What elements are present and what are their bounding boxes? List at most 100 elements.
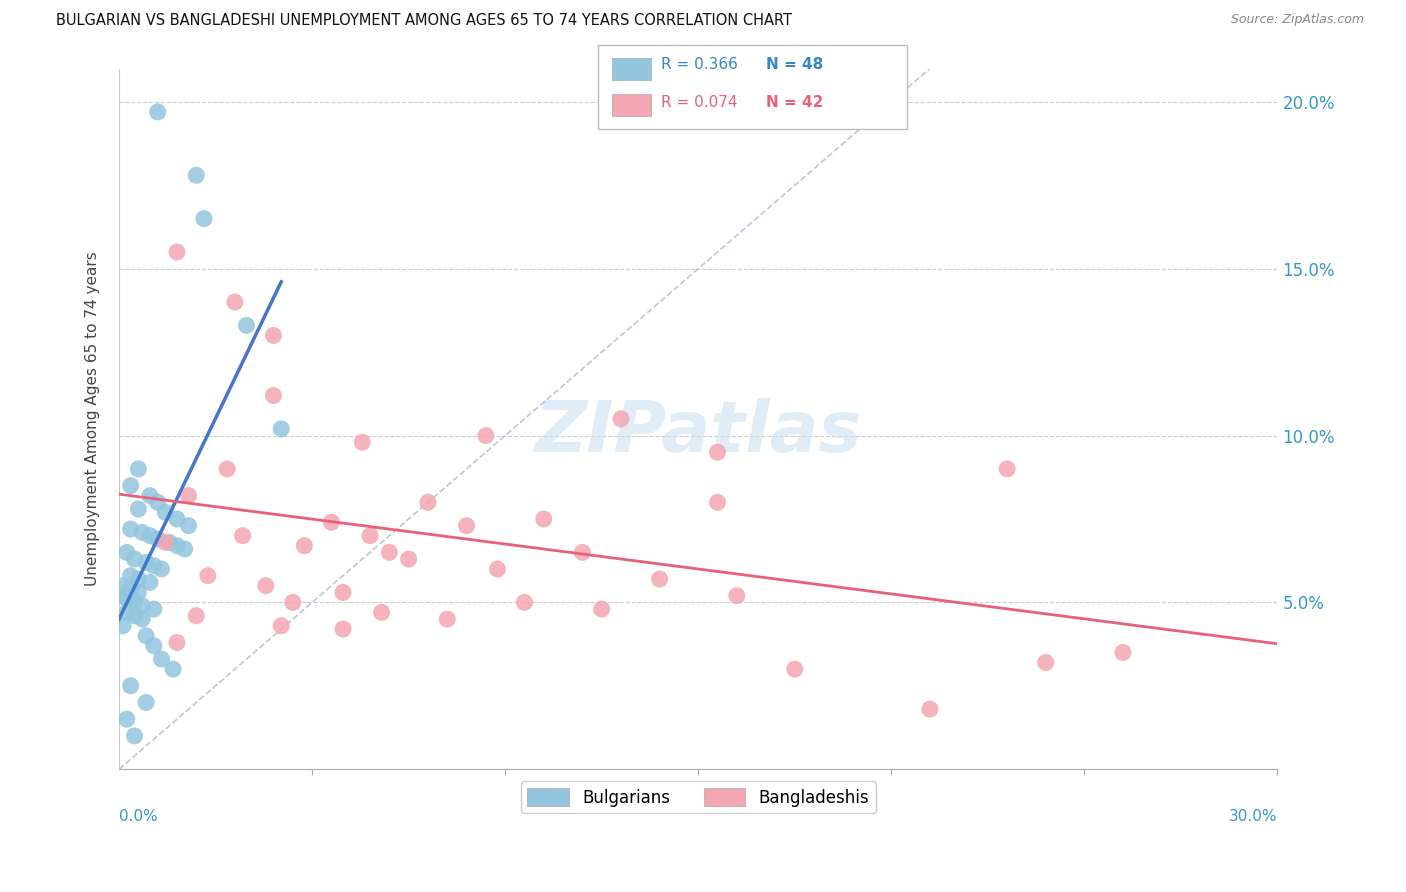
Text: 30.0%: 30.0% [1229, 809, 1278, 824]
Point [124, 608, 146, 623]
Point [263, 388, 285, 402]
Point [292, 539, 315, 553]
Point [131, 612, 153, 626]
Point [139, 575, 162, 590]
Point [995, 462, 1018, 476]
Text: N = 48: N = 48 [766, 57, 824, 71]
Point [127, 585, 149, 599]
Point [111, 579, 134, 593]
Point [177, 518, 200, 533]
Point [398, 552, 420, 566]
Point [120, 522, 142, 536]
Text: Source: ZipAtlas.com: Source: ZipAtlas.com [1230, 13, 1364, 27]
Point [115, 712, 138, 726]
Point [648, 572, 671, 586]
Point [131, 525, 153, 540]
Point [186, 608, 208, 623]
Point [224, 295, 246, 310]
Point [157, 535, 180, 549]
Point [918, 702, 941, 716]
Point [254, 579, 277, 593]
Text: ZIPatlas: ZIPatlas [534, 399, 862, 467]
Point [352, 435, 374, 450]
Point [115, 592, 138, 607]
Point [135, 555, 157, 569]
Point [150, 652, 173, 666]
Point [127, 462, 149, 476]
Point [332, 622, 354, 636]
Point [155, 505, 177, 519]
Point [146, 532, 169, 546]
Point [706, 445, 728, 459]
Point [706, 495, 728, 509]
Point [177, 489, 200, 503]
Point [166, 539, 188, 553]
Point [139, 529, 162, 543]
Point [155, 535, 177, 549]
Point [321, 516, 343, 530]
Point [193, 211, 215, 226]
Point [533, 512, 555, 526]
Text: R = 0.074: R = 0.074 [661, 95, 737, 110]
Point [120, 478, 142, 492]
Point [378, 545, 401, 559]
Point [475, 428, 498, 442]
Point [142, 602, 165, 616]
Legend: Bulgarians, Bangladeshis: Bulgarians, Bangladeshis [520, 781, 876, 814]
Point [513, 595, 536, 609]
Text: 0.0%: 0.0% [120, 809, 157, 824]
Point [610, 412, 633, 426]
Point [486, 562, 509, 576]
Point [111, 619, 134, 633]
Point [217, 462, 239, 476]
Text: BULGARIAN VS BANGLADESHI UNEMPLOYMENT AMONG AGES 65 TO 74 YEARS CORRELATION CHAR: BULGARIAN VS BANGLADESHI UNEMPLOYMENT AM… [56, 13, 792, 29]
Point [281, 595, 304, 609]
Point [197, 568, 219, 582]
Point [591, 602, 613, 616]
Point [166, 245, 188, 260]
Point [127, 502, 149, 516]
Point [115, 545, 138, 559]
Y-axis label: Unemployment Among Ages 65 to 74 years: Unemployment Among Ages 65 to 74 years [86, 252, 100, 586]
Point [150, 562, 173, 576]
Point [142, 558, 165, 573]
Point [571, 545, 593, 559]
Point [332, 585, 354, 599]
Point [146, 104, 169, 119]
Point [186, 169, 208, 183]
Point [783, 662, 806, 676]
Point [416, 495, 439, 509]
Point [139, 489, 162, 503]
Point [135, 629, 157, 643]
Point [120, 582, 142, 596]
Point [166, 635, 188, 649]
Point [115, 606, 138, 620]
Point [131, 599, 153, 613]
Point [173, 541, 195, 556]
Point [235, 318, 257, 333]
Point [725, 589, 748, 603]
Text: R = 0.366: R = 0.366 [661, 57, 738, 71]
Point [142, 639, 165, 653]
Point [124, 552, 146, 566]
Point [456, 518, 478, 533]
Point [232, 529, 254, 543]
Point [127, 572, 149, 586]
Point [270, 422, 292, 436]
Point [120, 568, 142, 582]
Point [120, 679, 142, 693]
Point [166, 512, 188, 526]
Point [1112, 645, 1135, 659]
Point [370, 606, 392, 620]
Point [263, 328, 285, 343]
Point [124, 729, 146, 743]
Point [111, 589, 134, 603]
Text: N = 42: N = 42 [766, 95, 824, 110]
Point [146, 495, 169, 509]
Point [270, 619, 292, 633]
Point [135, 696, 157, 710]
Point [436, 612, 458, 626]
Point [124, 595, 146, 609]
Point [162, 662, 184, 676]
Point [359, 529, 381, 543]
